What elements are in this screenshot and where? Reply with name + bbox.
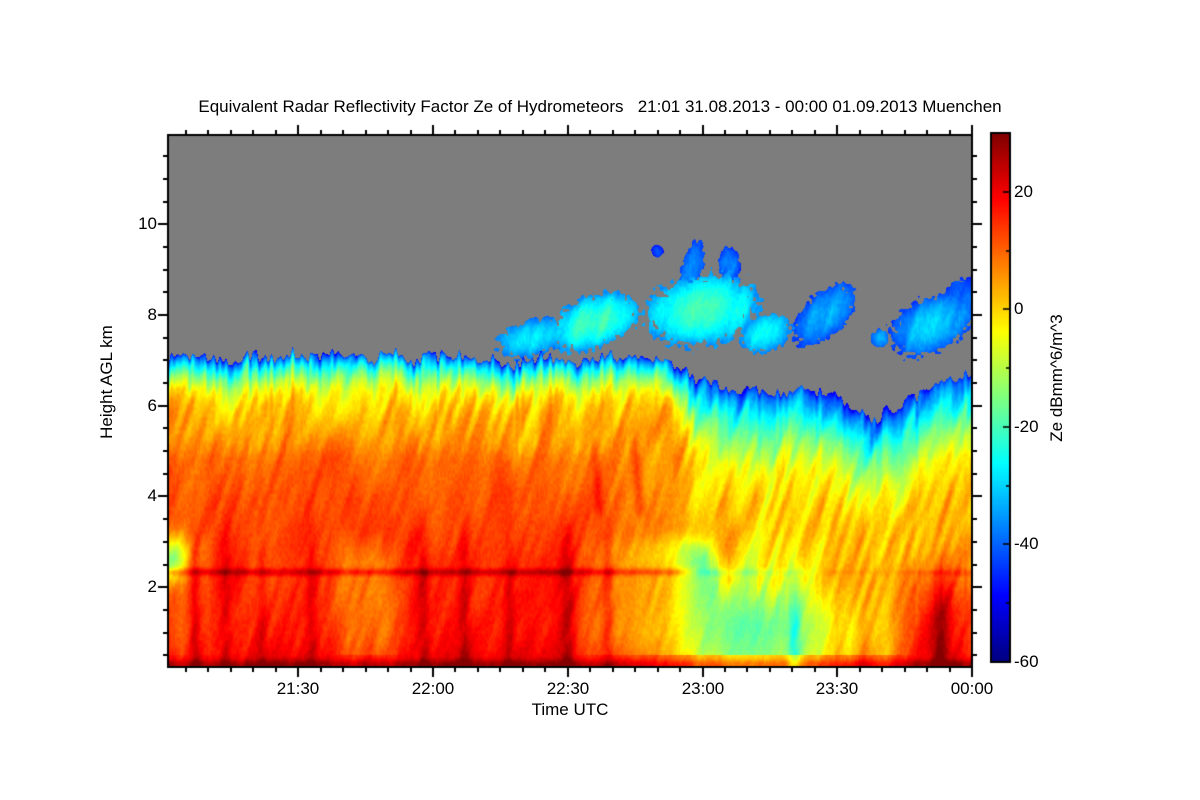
colorbar-label: Ze dBmm^6/m^3: [1047, 314, 1066, 442]
x-tick-label: 00:00: [950, 679, 994, 698]
x-tick-label: 21:30: [276, 679, 320, 698]
colorbar-tick-label: 0: [1014, 299, 1024, 318]
colorbar-tick-label: -40: [1014, 534, 1039, 553]
y-axis-label: Height AGL km: [97, 325, 116, 439]
x-tick-label: 23:00: [681, 679, 725, 698]
x-tick-label: 22:00: [411, 679, 455, 698]
colorbar-tick-label: -20: [1014, 417, 1039, 436]
x-axis-label: Time UTC: [531, 700, 609, 719]
colorbar-tick-label: -60: [1014, 652, 1039, 671]
y-tick-label: 8: [147, 305, 157, 324]
x-tick-label: 23:30: [815, 679, 859, 698]
x-tick-label: 22:30: [546, 679, 590, 698]
y-tick-label: 4: [147, 486, 157, 505]
y-tick-label: 2: [147, 577, 157, 596]
colorbar-tick-label: 20: [1014, 182, 1033, 201]
y-tick-label: 6: [147, 396, 157, 415]
y-tick-label: 10: [138, 214, 157, 233]
